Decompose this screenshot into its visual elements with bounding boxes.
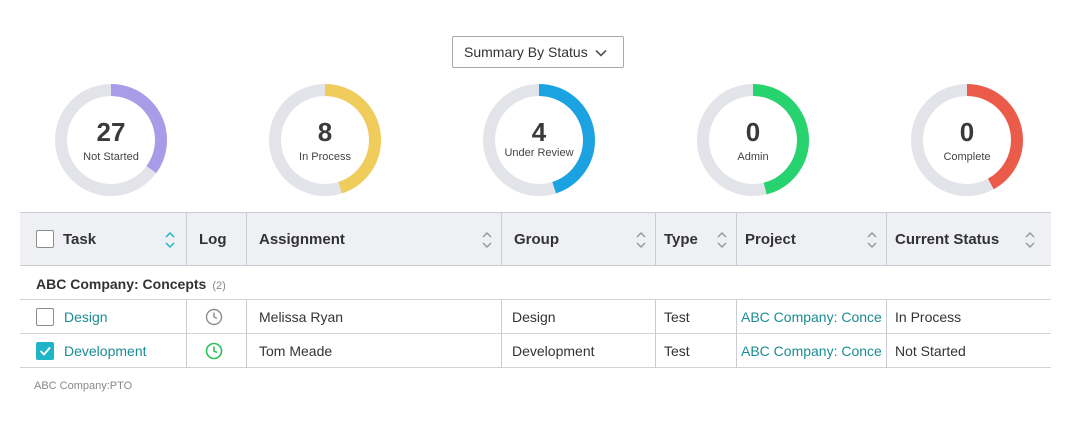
project-link[interactable]: ABC Company: Conce	[741, 342, 882, 359]
donut-count: 0	[745, 117, 761, 147]
header-current-status-label: Current Status	[895, 230, 1000, 248]
column-divider	[886, 212, 887, 266]
task-link[interactable]: Development	[64, 342, 147, 359]
table-row[interactable]: Design Melissa Ryan Design Test ABC Comp…	[20, 300, 1051, 334]
summary-by-status-select[interactable]: Summary By Status	[452, 36, 624, 68]
log-cell	[186, 334, 246, 367]
select-all-checkbox[interactable]	[36, 230, 54, 248]
header-log-label: Log	[199, 230, 227, 248]
header-type-label: Type	[664, 230, 698, 248]
header-task-label: Task	[63, 230, 97, 248]
type-cell: Test	[664, 342, 690, 359]
chevron-down-icon	[595, 49, 607, 57]
group-title: ABC Company: Concepts (2)	[36, 276, 226, 292]
project-link[interactable]: ABC Company: Conce	[741, 308, 882, 325]
sort-icon[interactable]	[866, 231, 878, 249]
assignment-cell: Melissa Ryan	[259, 308, 344, 325]
donut-not-started[interactable]: 27 Not Started	[55, 84, 167, 196]
column-divider	[736, 300, 737, 368]
column-divider	[655, 212, 656, 266]
header-project-label: Project	[745, 230, 796, 248]
donut-under-review[interactable]: 4 Under Review	[483, 84, 595, 196]
checkmark-icon	[39, 346, 51, 356]
group-title-text: ABC Company: Concepts	[36, 276, 207, 292]
column-divider	[736, 212, 737, 266]
sort-icon[interactable]	[635, 231, 647, 249]
current-status-cell: Not Started	[895, 342, 966, 359]
assignment-cell: Tom Meade	[259, 342, 333, 359]
column-divider	[655, 300, 656, 368]
column-divider	[246, 212, 247, 266]
column-divider	[501, 300, 502, 368]
donut-label: Admin	[737, 151, 769, 163]
donut-count: 0	[959, 117, 975, 147]
summary-select-label: Summary By Status	[464, 44, 588, 60]
clock-icon[interactable]	[205, 308, 223, 326]
header-log[interactable]: Log	[186, 213, 246, 265]
task-cell: Development	[20, 334, 186, 367]
donut-complete[interactable]: 0 Complete	[911, 84, 1023, 196]
table-header: Task Log Assignment Group Type Project C…	[20, 212, 1051, 266]
clock-icon[interactable]	[205, 342, 223, 360]
header-assignment-label: Assignment	[259, 230, 345, 248]
donut-admin[interactable]: 0 Admin	[697, 84, 809, 196]
column-divider	[501, 212, 502, 266]
donut-label: In Process	[299, 151, 351, 163]
row-checkbox[interactable]	[36, 341, 54, 360]
column-divider	[186, 212, 187, 266]
sort-active-icon[interactable]	[164, 231, 176, 249]
donut-label: Under Review	[504, 147, 574, 159]
donut-in-process[interactable]: 8 In Process	[269, 84, 381, 196]
task-cell: Design	[20, 300, 186, 333]
column-divider	[246, 300, 247, 368]
group-cell: Development	[512, 342, 595, 359]
task-link[interactable]: Design	[64, 308, 108, 325]
sort-icon[interactable]	[1024, 231, 1036, 249]
donut-count: 4	[531, 117, 547, 147]
header-assignment[interactable]: Assignment	[246, 213, 501, 265]
header-project[interactable]: Project	[736, 213, 886, 265]
donut-label: Complete	[943, 151, 991, 163]
log-cell	[186, 300, 246, 333]
group-count: (2)	[212, 280, 226, 292]
type-cell: Test	[664, 308, 690, 325]
current-status-cell: In Process	[895, 308, 962, 325]
column-divider	[886, 300, 887, 368]
table-row[interactable]: Development Tom Meade Development Test A…	[20, 334, 1051, 368]
header-task[interactable]: Task	[20, 213, 186, 265]
row-checkbox[interactable]	[36, 307, 54, 326]
group-cell: Design	[512, 308, 556, 325]
donut-count: 8	[317, 117, 333, 147]
column-divider	[186, 300, 187, 368]
header-group-label: Group	[514, 230, 559, 248]
header-current-status[interactable]: Current Status	[886, 213, 1051, 265]
sort-icon[interactable]	[716, 231, 728, 249]
sort-icon[interactable]	[481, 231, 493, 249]
donut-label: Not Started	[83, 151, 139, 163]
footer-note: ABC Company:PTO	[34, 380, 133, 392]
header-type[interactable]: Type	[655, 213, 736, 265]
donut-count: 27	[96, 117, 126, 147]
header-group[interactable]: Group	[501, 213, 655, 265]
group-header-row[interactable]: ABC Company: Concepts (2)	[20, 266, 1051, 300]
